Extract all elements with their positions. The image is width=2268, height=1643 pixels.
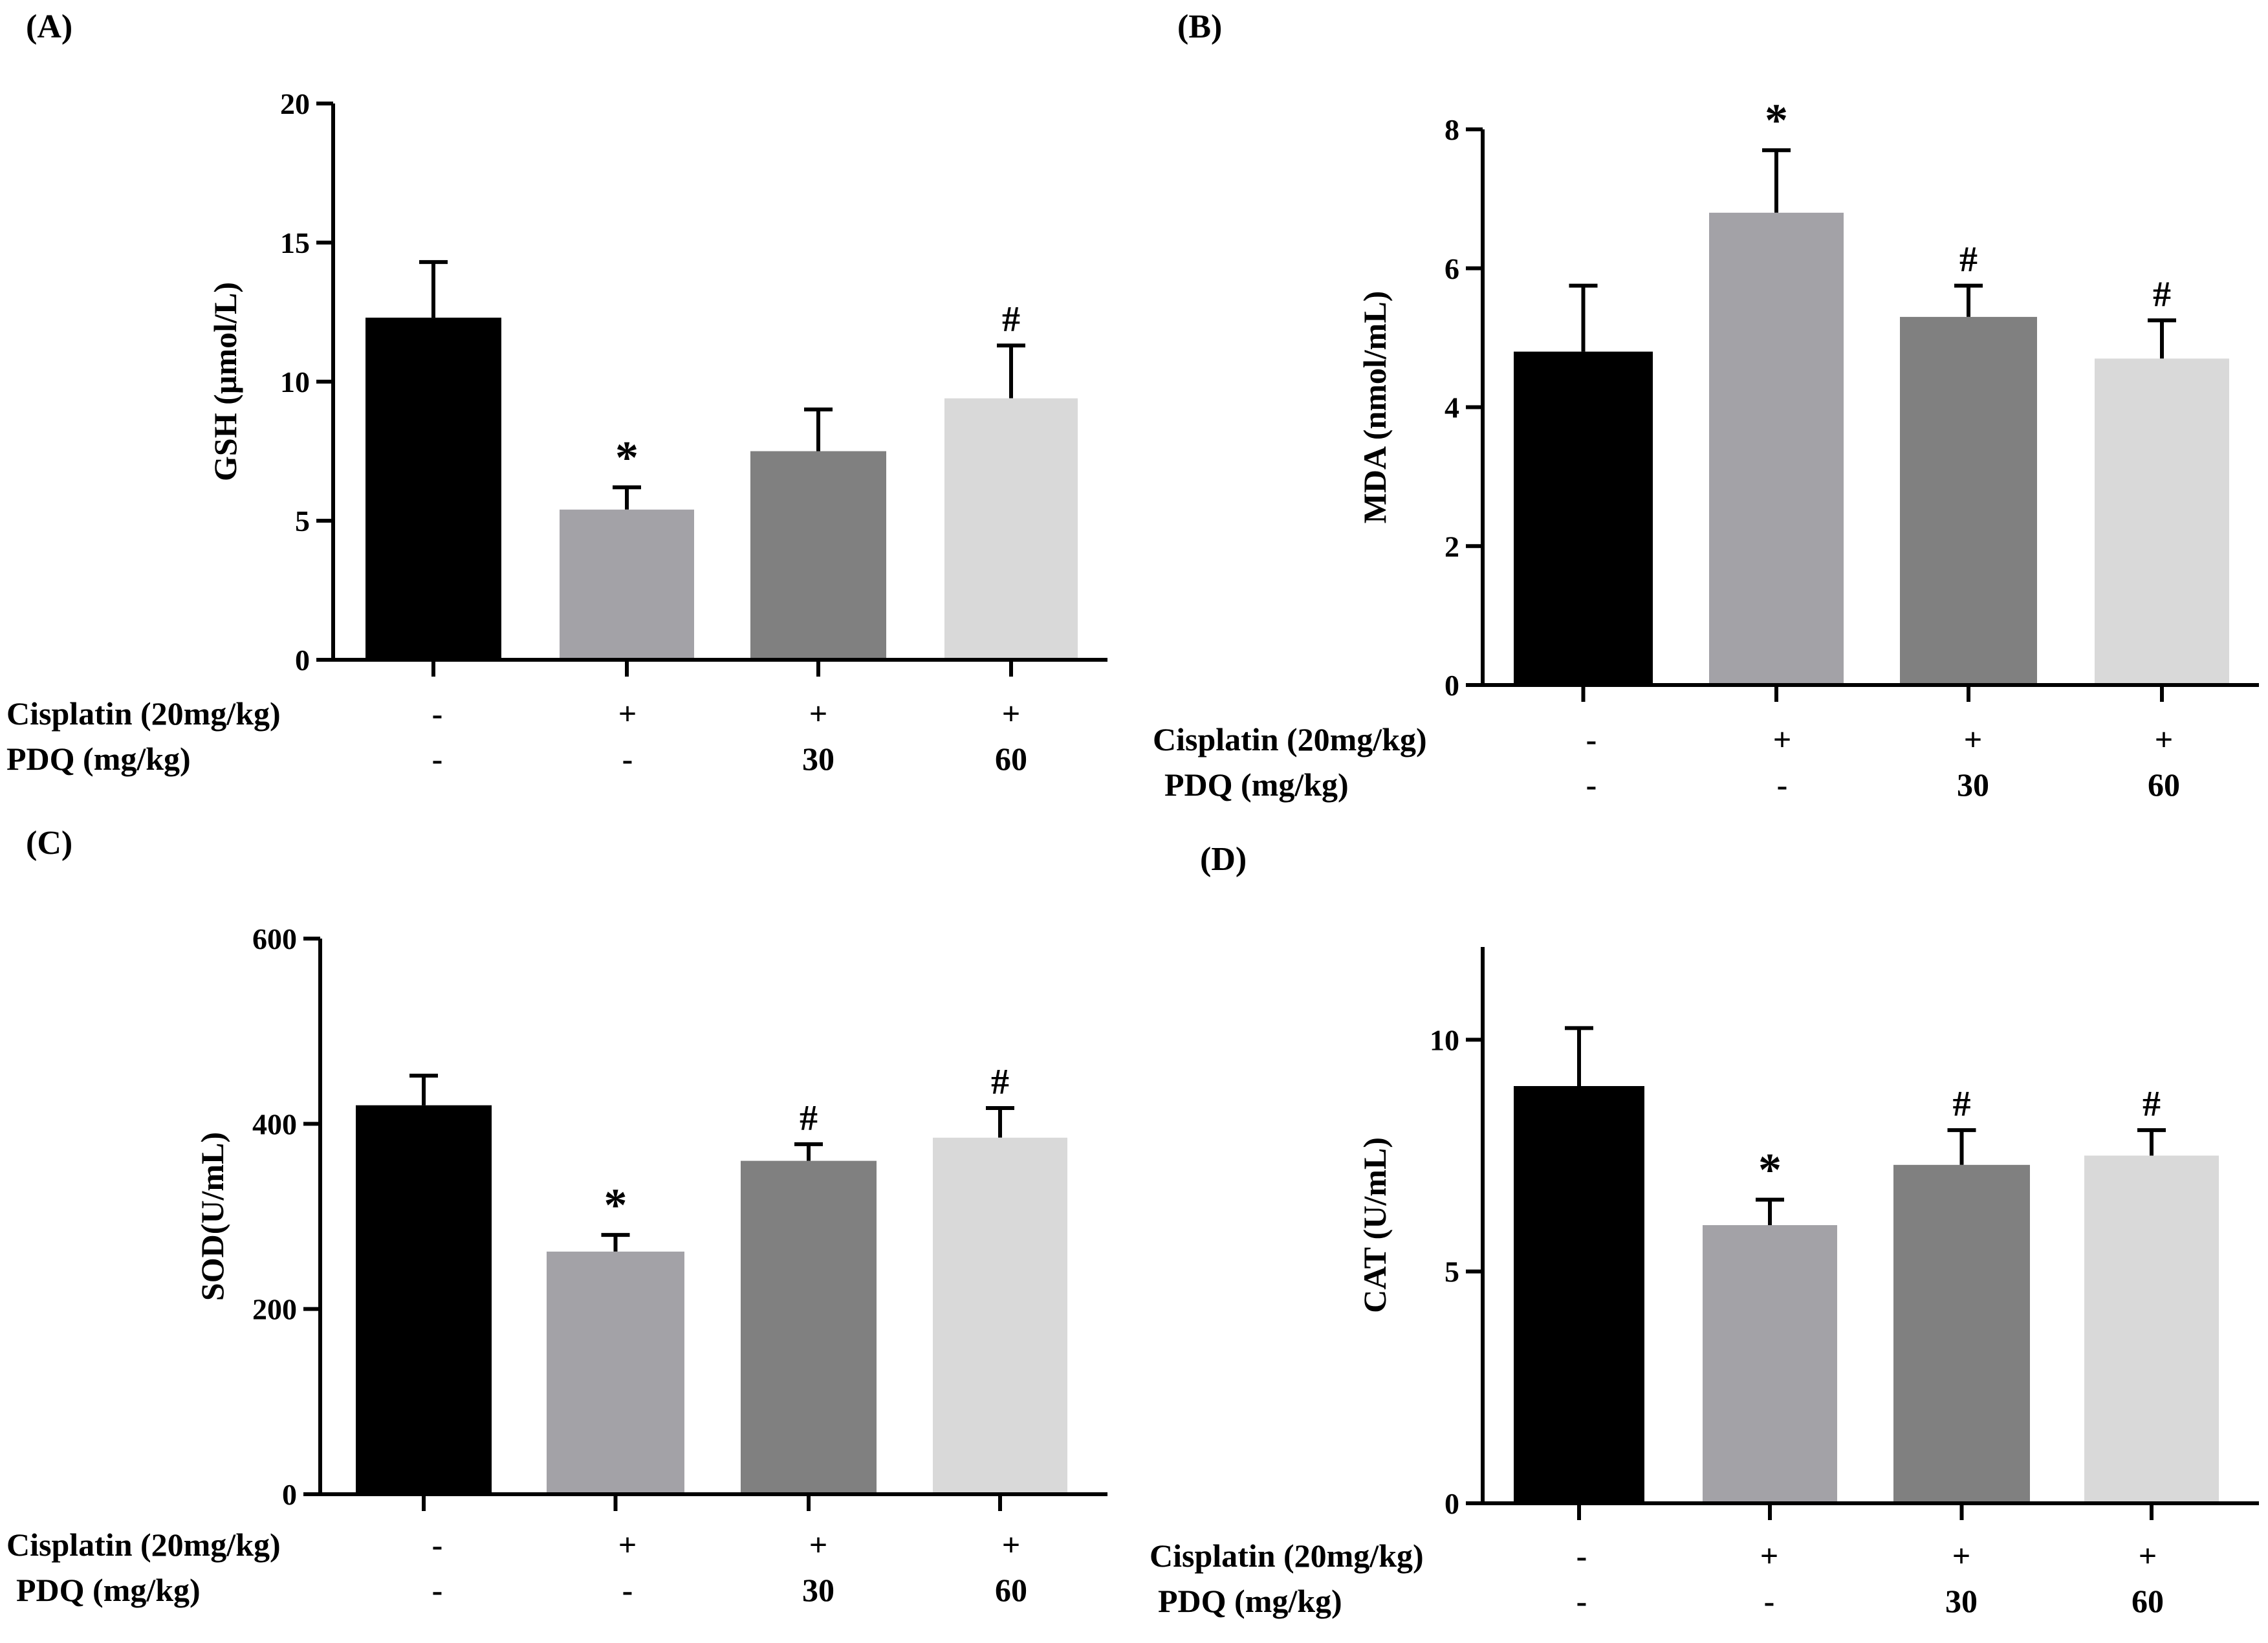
pdq-value: - xyxy=(622,1572,633,1608)
y-tick-label: 600 xyxy=(252,922,297,955)
pdq-value: 60 xyxy=(2132,1583,2164,1619)
significance-hash: # xyxy=(2143,1084,2161,1124)
panel-label: (B) xyxy=(1177,8,1222,45)
cisplatin-value: + xyxy=(1002,695,1021,732)
panel-label: (C) xyxy=(26,825,72,862)
y-tick-label: 20 xyxy=(280,87,310,120)
bar xyxy=(2095,358,2229,685)
bar xyxy=(560,509,694,660)
bar xyxy=(1709,212,1844,686)
pdq-value: 60 xyxy=(995,1572,1027,1608)
y-tick-label: 5 xyxy=(295,505,310,538)
bar xyxy=(356,1105,492,1494)
significance-hash: # xyxy=(1959,240,1978,280)
significance-asterisk: * xyxy=(615,431,638,483)
significance-hash: # xyxy=(1002,299,1020,340)
y-tick-label: 5 xyxy=(1445,1256,1459,1289)
chart-panel-a: (A) * #0 5 10 15 20 GSH (µmol/L) Cisplatin (20mg… xyxy=(6,8,1107,777)
bar xyxy=(750,451,886,660)
pdq-value: 60 xyxy=(2148,767,2180,803)
y-axis-label: GSH (µmol/L) xyxy=(207,282,243,481)
y-tick-label: 10 xyxy=(280,365,310,398)
pdq-value: - xyxy=(1764,1583,1775,1619)
pdq-value: 30 xyxy=(1957,767,1989,803)
cisplatin-value: + xyxy=(1952,1538,1971,1574)
pdq-value: - xyxy=(1777,767,1788,803)
panel-label: (D) xyxy=(1200,841,1247,878)
cisplatin-value: + xyxy=(2155,721,2174,757)
significance-hash: # xyxy=(800,1098,818,1138)
row-label-cisplatin: Cisplatin (20mg/kg) xyxy=(6,1527,281,1563)
row-label-pdq: PDQ (mg/kg) xyxy=(1164,767,1349,803)
y-axis-label: SOD(U/mL) xyxy=(194,1132,230,1301)
row-label-pdq: PDQ (mg/kg) xyxy=(6,741,191,777)
chart-panel-d: (D) * # #0 5 10 CAT (U/mL) Cisplatin (20mg/kg) P… xyxy=(1150,841,2259,1619)
y-tick-label: 0 xyxy=(1445,1487,1459,1520)
bar xyxy=(1900,316,2037,686)
row-label-cisplatin: Cisplatin (20mg/kg) xyxy=(1150,1538,1424,1574)
y-axis-label: CAT (U/mL) xyxy=(1357,1137,1393,1313)
pdq-value: 30 xyxy=(802,741,834,777)
cisplatin-value: + xyxy=(1760,1538,1779,1574)
row-label-cisplatin: Cisplatin (20mg/kg) xyxy=(6,695,281,732)
significance-asterisk: * xyxy=(604,1179,627,1231)
cisplatin-value: + xyxy=(618,1527,637,1563)
chart-panel-c: (C) * # #0 200 400 600 SOD(U/mL) Cisplatin (20mg… xyxy=(6,825,1107,1608)
pdq-value: - xyxy=(432,1572,443,1608)
cisplatin-value: + xyxy=(809,1527,828,1563)
row-label-pdq: PDQ (mg/kg) xyxy=(1158,1583,1342,1619)
y-tick-label: 6 xyxy=(1445,252,1459,285)
cisplatin-value: + xyxy=(1964,721,1983,757)
y-axis-label: MDA (nmol/mL) xyxy=(1357,291,1393,524)
y-tick-label: 0 xyxy=(295,644,310,677)
cisplatin-value: - xyxy=(432,695,443,732)
bar xyxy=(741,1160,877,1494)
cisplatin-value: + xyxy=(2139,1538,2157,1574)
pdq-value: 60 xyxy=(995,741,1027,777)
bar xyxy=(2084,1155,2219,1503)
y-tick-label: 15 xyxy=(280,226,310,259)
y-tick-label: 2 xyxy=(1445,530,1459,563)
y-tick-label: 10 xyxy=(1430,1023,1459,1056)
row-label-cisplatin: Cisplatin (20mg/kg) xyxy=(1153,721,1427,757)
cisplatin-value: - xyxy=(432,1527,443,1563)
pdq-value: 30 xyxy=(802,1572,834,1608)
pdq-value: - xyxy=(622,741,633,777)
y-tick-label: 0 xyxy=(282,1478,297,1511)
bar xyxy=(944,398,1078,660)
significance-hash: # xyxy=(1953,1084,1971,1124)
bar xyxy=(1514,351,1653,685)
pdq-value: - xyxy=(1576,1583,1587,1619)
bar xyxy=(933,1137,1067,1494)
significance-hash: # xyxy=(991,1062,1009,1102)
cisplatin-value: + xyxy=(618,695,637,732)
cisplatin-value: + xyxy=(1773,721,1792,757)
pdq-value: - xyxy=(432,741,443,777)
pdq-value: 30 xyxy=(1945,1583,1978,1619)
pdq-value: - xyxy=(1586,767,1597,803)
bar xyxy=(1514,1086,1644,1503)
bar xyxy=(1703,1225,1837,1503)
bar xyxy=(547,1251,684,1494)
cisplatin-value: - xyxy=(1576,1538,1587,1574)
chart-panel-b: (B) * # #0 2 4 6 8 MDA (nmol/mL) Cisplatin (20mg/… xyxy=(1153,8,2259,803)
cisplatin-value: + xyxy=(1002,1527,1021,1563)
bar xyxy=(1893,1164,2030,1503)
significance-hash: # xyxy=(2153,274,2171,314)
bar xyxy=(365,318,501,660)
y-tick-label: 400 xyxy=(252,1107,297,1140)
cisplatin-value: + xyxy=(809,695,828,732)
cisplatin-value: - xyxy=(1586,721,1597,757)
y-tick-label: 4 xyxy=(1445,391,1459,424)
y-tick-label: 0 xyxy=(1445,669,1459,702)
significance-asterisk: * xyxy=(1765,94,1788,146)
y-tick-label: 200 xyxy=(252,1293,297,1326)
panel-label: (A) xyxy=(26,8,72,45)
row-label-pdq: PDQ (mg/kg) xyxy=(16,1572,201,1608)
significance-asterisk: * xyxy=(1758,1144,1782,1196)
y-tick-label: 8 xyxy=(1445,113,1459,146)
